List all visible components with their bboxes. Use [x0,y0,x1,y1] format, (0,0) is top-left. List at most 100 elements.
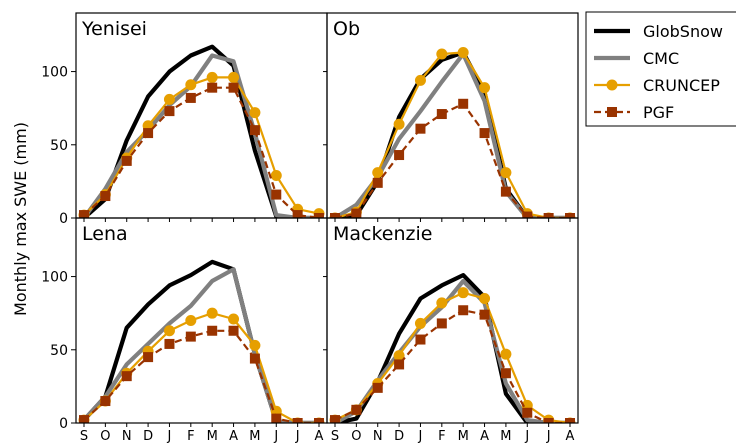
legend-label: CRUNCEP [643,76,720,95]
point-cruncep [457,287,469,299]
point-pgf [164,338,175,349]
y-axis-label: Monthly max SWE (mm) [11,122,30,316]
point-pgf [228,325,239,336]
panel-title: Yenisei [81,18,147,40]
point-cruncep [414,74,426,86]
point-pgf [121,155,132,166]
x-tick-label: D [143,429,153,444]
panel-title: Ob [333,18,360,40]
point-pgf [100,191,111,202]
legend-item-cmc: CMC [594,49,679,68]
point-cruncep [163,325,175,337]
x-tick-label: A [315,429,324,444]
y-tick-label: 50 [50,138,68,154]
series-group [78,44,325,218]
x-tick-label: N [373,429,383,444]
x-tick-label: J [167,429,172,444]
y-tick-label: 50 [50,343,68,359]
point-pgf [372,177,383,188]
point-pgf [330,213,340,218]
point-cruncep [206,307,218,319]
panel-frame [75,12,328,219]
x-tick-label: J [273,429,278,444]
point-cruncep [228,71,240,83]
panel-title: Mackenzie [333,223,432,245]
point-cruncep [436,297,448,309]
point-pgf [479,128,490,139]
x-tick-label: O [351,429,361,444]
legend-item-pgf: PGF [594,103,674,122]
point-pgf [522,407,533,418]
point-pgf [565,213,575,218]
point-pgf [79,415,89,423]
point-pgf [292,210,303,218]
x-tick-label: J [524,429,529,444]
panel-frame [326,217,579,424]
point-cruncep [457,47,469,59]
series-line-pgf [83,86,320,218]
point-pgf [415,123,426,134]
point-pgf [79,210,89,218]
point-pgf [522,211,533,218]
legend-item-cruncep: CRUNCEP [594,76,720,95]
point-pgf [100,396,111,407]
x-tick-label: A [480,429,489,444]
point-pgf [479,309,490,320]
point-pgf [565,418,575,423]
series-line-cmc [82,53,319,218]
y-tick-label: 0 [59,416,68,432]
x-tick-label: N [122,429,132,444]
point-cruncep [393,118,405,130]
x-tick-label: O [100,429,110,444]
point-pgf [143,352,154,363]
legend-label: GlobSnow [643,22,723,41]
x-tick-label: J [418,429,423,444]
point-pgf [249,125,260,136]
legend-marker [607,107,617,117]
point-pgf [314,213,324,218]
panel-title: Lena [82,223,128,245]
x-tick-label: M [458,429,469,444]
point-pgf [292,418,303,423]
panel-ob: Ob [323,12,579,222]
panel-yenisei: Yenisei 0 50 100 [41,12,328,227]
x-tick-label: F [187,429,194,444]
point-pgf [372,382,383,393]
legend: GlobSnow CMC CRUNCEP PGF [585,11,736,127]
point-pgf [185,331,196,342]
point-pgf [314,418,324,423]
point-cruncep [372,167,384,179]
x-tick-label: S [80,429,88,444]
point-pgf [415,334,426,345]
x-tick-label: M [249,429,260,444]
point-pgf [249,353,260,364]
point-cruncep [206,71,218,83]
point-cruncep [500,167,512,179]
series-line-pgf [334,102,570,218]
panel-frame [326,12,579,219]
point-cruncep [479,82,491,94]
series-group [329,273,576,423]
point-pgf [207,82,218,93]
point-pgf [185,92,196,103]
series-group [329,47,576,218]
series-line-cmc [333,278,570,423]
panel-frame [75,217,328,424]
legend-label: PGF [643,103,674,122]
point-pgf [351,404,362,415]
point-pgf [394,359,405,370]
point-cruncep [185,315,197,326]
point-pgf [271,413,282,423]
y-tick-label: 0 [59,211,68,227]
point-cruncep [249,339,261,351]
point-pgf [500,186,511,197]
point-pgf [164,106,175,117]
x-tick-label: J [295,429,300,444]
point-pgf [458,98,469,109]
point-cruncep [414,317,426,329]
x-tick-label: F [438,429,445,444]
point-pgf [207,325,218,336]
